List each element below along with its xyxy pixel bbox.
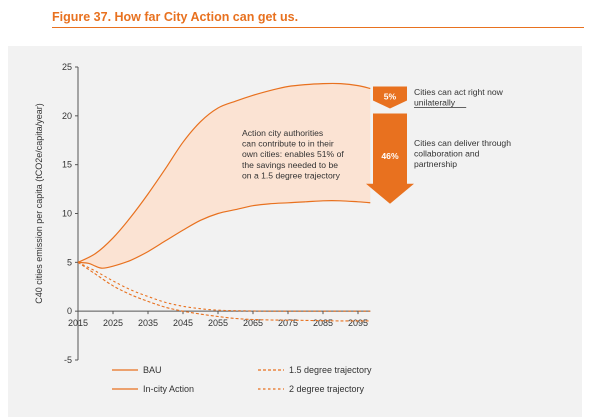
badge-bottom-text-line: Cities can deliver through — [414, 138, 511, 148]
series-layer — [77, 82, 371, 322]
legend: BAU In-city Action 1.5 degree trajectory 2 … — [112, 365, 372, 394]
x-tick-label: 2035 — [138, 318, 158, 328]
badge-bottom-text-line: partnership — [414, 159, 457, 169]
center-annotation-line: the savings needed to be — [242, 160, 338, 170]
legend-label: 1.5 degree trajectory — [289, 365, 372, 375]
badge-top-label: 5% — [384, 92, 397, 102]
y-tick-label: 5 — [67, 257, 72, 267]
badge-top-shape — [373, 86, 407, 109]
x-tick-label: 2085 — [313, 318, 333, 328]
savings-band-layer — [78, 83, 371, 269]
center-annotation-line: on a 1.5 degree trajectory — [242, 170, 341, 180]
x-tick-label: 2055 — [208, 318, 228, 328]
y-tick-label: -5 — [64, 355, 72, 365]
badge-bottom-label: 46% — [381, 151, 399, 161]
center-annotation-line: can contribute to in their — [242, 139, 334, 149]
y-tick-label: 25 — [62, 62, 72, 72]
series-line-1-5-degree-trajectory — [77, 261, 371, 322]
x-tick-label: 2075 — [278, 318, 298, 328]
y-axis-label: C40 cities emission per capita (tCO2e/ca… — [34, 103, 44, 304]
series-line-in-city-action — [77, 200, 371, 269]
y-tick-label: 15 — [62, 160, 72, 170]
legend-label: BAU — [143, 365, 162, 375]
center-annotation-line: Action city authorities — [242, 128, 323, 138]
x-tick-label: 2095 — [348, 318, 368, 328]
y-tick-label: 10 — [62, 209, 72, 219]
x-tick-label: 2065 — [243, 318, 263, 328]
series-line-bau — [77, 82, 371, 263]
x-tick-label: 2025 — [103, 318, 123, 328]
title-rule — [52, 27, 584, 28]
y-tick-label: 20 — [62, 111, 72, 121]
badge-top-text-line: unilaterally — [414, 98, 456, 108]
figure-title: Figure 37. How far City Action can get u… — [52, 10, 299, 24]
center-annotation-line: own cities: enables 51% of — [242, 149, 344, 159]
legend-label: 2 degree trajectory — [289, 384, 365, 394]
series-line-2-degree-trajectory — [77, 261, 371, 312]
x-tick-label: 2045 — [173, 318, 193, 328]
x-tick-label: 2015 — [68, 318, 88, 328]
badge-top-text-line: Cities can act right now — [414, 87, 504, 97]
badge-bottom-text-line: collaboration and — [414, 149, 480, 159]
savings-band — [78, 83, 371, 269]
legend-label: In-city Action — [143, 384, 194, 394]
badge-bottom-arrow — [366, 113, 414, 204]
y-tick-label: 0 — [67, 306, 72, 316]
